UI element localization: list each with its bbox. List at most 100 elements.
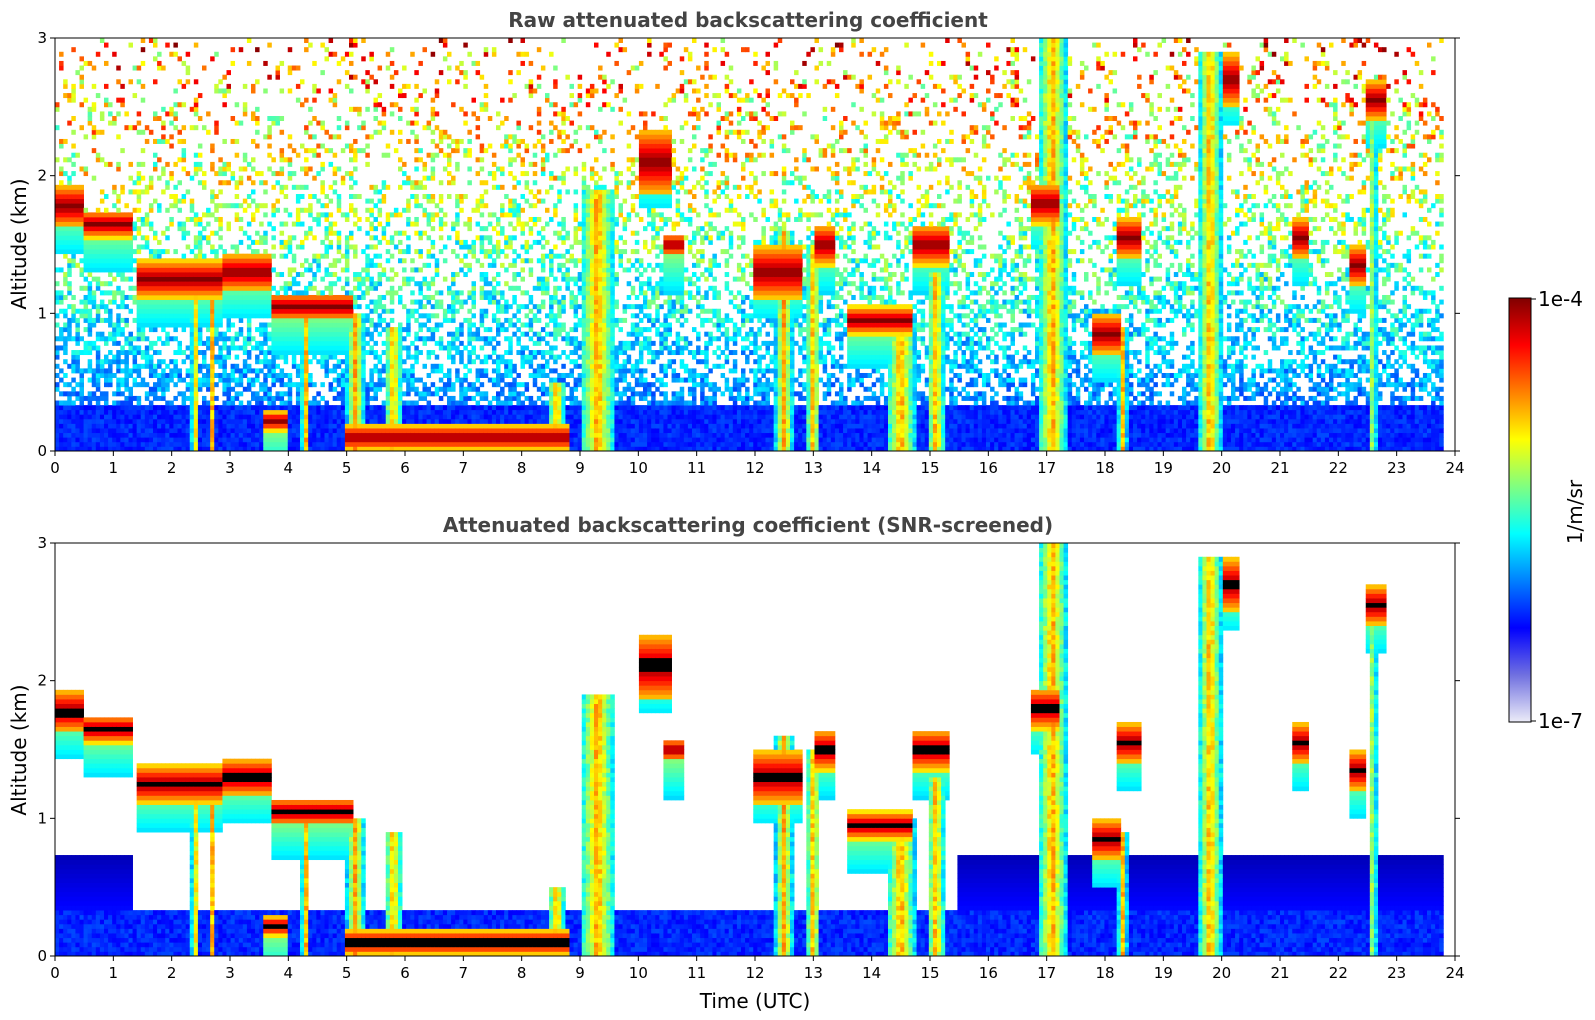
heatmap-cell (59, 212, 63, 217)
heatmap-cell (63, 442, 67, 447)
heatmap-cell (145, 410, 149, 415)
heatmap-cell (55, 212, 59, 217)
heatmap-cell (112, 189, 116, 194)
heatmap-cell (178, 442, 182, 447)
heatmap-cell (141, 336, 145, 341)
heatmap-cell (178, 423, 182, 428)
heatmap-cell (80, 258, 84, 263)
heatmap-cell (153, 396, 157, 401)
heatmap-cell (75, 364, 79, 369)
heatmap-cell (67, 235, 71, 240)
heatmap-cell (129, 245, 133, 250)
heatmap-cell (116, 272, 120, 277)
heatmap-cell (178, 410, 182, 415)
heatmap-cell (88, 212, 92, 217)
heatmap-cell (92, 423, 96, 428)
heatmap-cell (104, 222, 108, 227)
heatmap-cell (75, 350, 79, 355)
heatmap-cell (133, 396, 137, 401)
heatmap-cell (124, 442, 128, 447)
heatmap-cell (165, 378, 169, 383)
heatmap-cell (96, 249, 100, 254)
heatmap-cell (92, 148, 96, 153)
heatmap-cell (75, 189, 79, 194)
heatmap-cell (153, 414, 157, 419)
heatmap-cell (71, 212, 75, 217)
heatmap-cell (80, 405, 84, 410)
heatmap-cell (59, 433, 63, 438)
heatmap-cell (169, 144, 173, 149)
heatmap-cell (112, 300, 116, 305)
heatmap-cell (129, 345, 133, 350)
heatmap-cell (149, 304, 153, 309)
heatmap-cell (108, 442, 112, 447)
heatmap-cell (116, 428, 120, 433)
heatmap-cell (161, 134, 165, 139)
heatmap-cell (55, 249, 59, 254)
heatmap-cell (96, 368, 100, 373)
heatmap-cell (63, 341, 67, 346)
heatmap-cell (182, 313, 186, 318)
heatmap-cell (124, 419, 128, 424)
heatmap-cell (84, 249, 88, 254)
heatmap-cell (133, 258, 137, 263)
heatmap-cell (55, 226, 59, 231)
heatmap-cell (92, 212, 96, 217)
heatmap-cell (116, 391, 120, 396)
heatmap-cell (63, 157, 67, 162)
heatmap-cell (141, 176, 145, 181)
heatmap-cell (149, 203, 153, 208)
heatmap-cell (96, 245, 100, 250)
heatmap-cell (178, 323, 182, 328)
heatmap-cell (116, 368, 120, 373)
heatmap-cell (96, 286, 100, 291)
heatmap-cell (96, 382, 100, 387)
heatmap-cell (80, 368, 84, 373)
heatmap-cell (124, 350, 128, 355)
heatmap-cell (182, 391, 186, 396)
heatmap-cell (63, 350, 67, 355)
heatmap-cell (153, 350, 157, 355)
heatmap-cell (63, 254, 67, 259)
heatmap-cell (92, 222, 96, 227)
heatmap-cell (161, 419, 165, 424)
heatmap-cell (120, 235, 124, 240)
heatmap-cell (133, 414, 137, 419)
heatmap-cell (80, 350, 84, 355)
heatmap-cell (145, 185, 149, 190)
heatmap-cell (141, 414, 145, 419)
heatmap-cell (100, 199, 104, 204)
heatmap-cell (116, 263, 120, 268)
heatmap-cell (75, 410, 79, 415)
heatmap-cell (100, 396, 104, 401)
heatmap-cell (161, 125, 165, 130)
heatmap-cell (129, 240, 133, 245)
heatmap-cell (55, 267, 59, 272)
heatmap-cell (92, 130, 96, 135)
heatmap-cell (137, 245, 141, 250)
heatmap-cell (96, 405, 100, 410)
heatmap-cell (100, 130, 104, 135)
heatmap-cell (173, 300, 177, 305)
heatmap-cell (153, 300, 157, 305)
heatmap-cell (96, 419, 100, 424)
heatmap-cell (71, 254, 75, 259)
heatmap-cell (137, 300, 141, 305)
heatmap-cell (137, 364, 141, 369)
heatmap-cell (84, 327, 88, 332)
heatmap-cell (80, 419, 84, 424)
heatmap-cell (80, 222, 84, 227)
heatmap-cell (108, 102, 112, 107)
heatmap-cell (116, 245, 120, 250)
heatmap-cell (141, 382, 145, 387)
heatmap-cell (141, 235, 145, 240)
heatmap-cell (116, 111, 120, 116)
heatmap-cell (157, 240, 161, 245)
heatmap-cell (96, 304, 100, 309)
heatmap-cell (96, 433, 100, 438)
heatmap-cell (141, 442, 145, 447)
heatmap-cell (88, 345, 92, 350)
heatmap-cell (157, 364, 161, 369)
heatmap-cell (157, 52, 161, 57)
heatmap-cell (59, 300, 63, 305)
